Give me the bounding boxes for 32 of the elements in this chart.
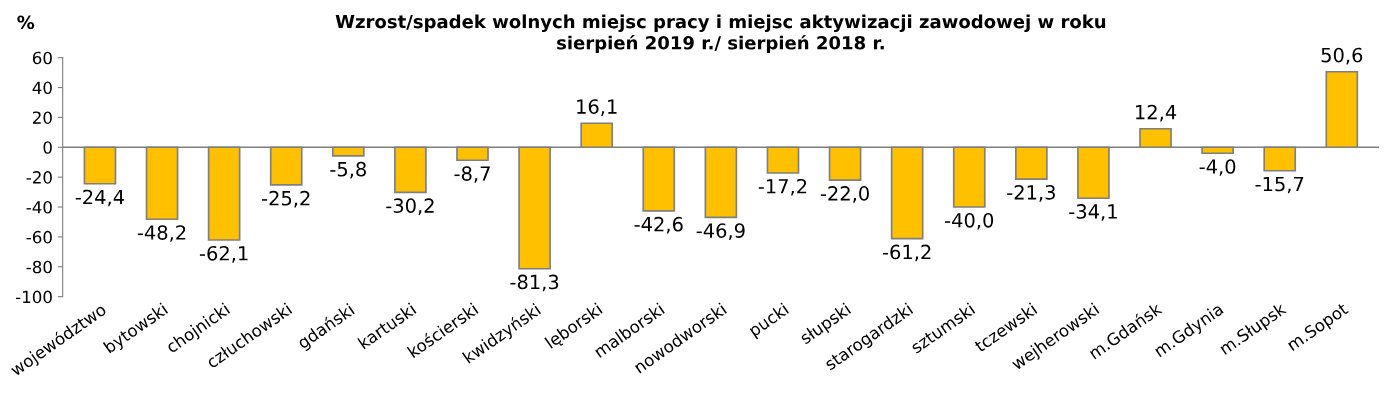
y-tick-label: -60 xyxy=(26,230,52,244)
y-tick-label: -100 xyxy=(15,290,52,304)
y-tick-label: 0 xyxy=(43,141,52,154)
y-tick-label: 20 xyxy=(32,111,52,124)
data-label: -46,9 xyxy=(696,223,745,240)
data-label: -15,7 xyxy=(1255,176,1304,194)
y-tick-label: 60 xyxy=(32,51,52,65)
data-label: -8,7 xyxy=(454,166,490,183)
chart-title: Wzrost/spadek wolnych miejsc pracy i miejsc aktywizacji zawodowej w roku sierpień 2019 r./ sierpień 2018 r. xyxy=(335,14,1106,54)
y-tick-label: -40 xyxy=(26,200,52,214)
y-tick-label: -20 xyxy=(26,171,52,184)
data-label: -5,8 xyxy=(330,161,366,179)
data-label: 50,6 xyxy=(1321,47,1363,65)
y-axis-title: % xyxy=(17,15,35,30)
data-label: -24,4 xyxy=(75,189,125,207)
data-label: 12,4 xyxy=(1136,104,1177,122)
data-label: -4,0 xyxy=(1199,159,1236,176)
data-label: -40,0 xyxy=(945,212,994,230)
y-tick-label: 40 xyxy=(32,81,52,95)
data-label: 16,1 xyxy=(577,99,617,116)
data-label: -22,0 xyxy=(820,186,869,203)
data-label: -34,1 xyxy=(1069,204,1117,221)
data-label: -42,6 xyxy=(634,216,683,234)
data-label: -81,3 xyxy=(510,274,559,292)
data-label: -62,1 xyxy=(199,245,248,263)
data-label: -17,2 xyxy=(758,178,807,196)
y-tick-label: -80 xyxy=(26,260,52,274)
data-label: -61,2 xyxy=(882,244,931,262)
data-label: -21,3 xyxy=(1007,185,1055,202)
data-label: -48,2 xyxy=(137,225,186,242)
data-label: -30,2 xyxy=(386,198,434,215)
data-label: -25,2 xyxy=(262,190,310,208)
